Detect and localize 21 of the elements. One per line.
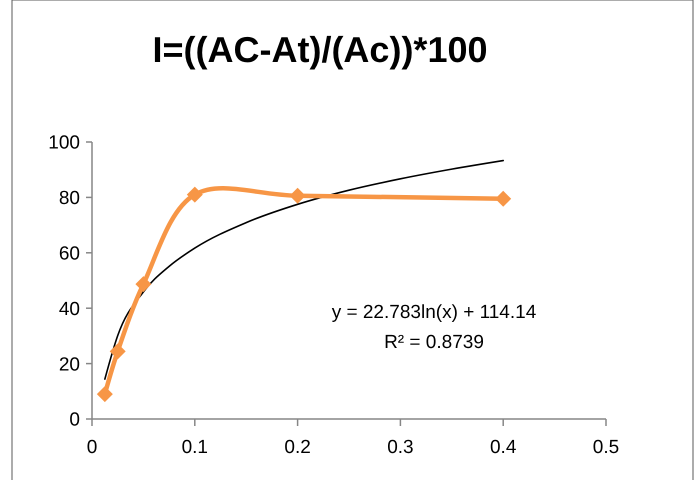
point	[186, 186, 203, 203]
point	[135, 276, 152, 292]
point	[110, 343, 126, 360]
point	[96, 386, 113, 402]
x-tick-label: 0.2	[284, 437, 311, 458]
y-tick-label: 40	[58, 298, 80, 320]
chart-title: I=((AC-At)/(Ac))*100	[152, 29, 488, 70]
y-tick-label: 80	[58, 188, 80, 210]
annotation: R² = 0.8739	[384, 332, 484, 353]
x-tick-label: 0.4	[490, 437, 517, 458]
x-tick-label: 0.5	[592, 437, 620, 458]
y-tick-label: 20	[58, 354, 80, 376]
x-tick-label: 0.1	[182, 437, 208, 458]
point	[495, 190, 512, 207]
point	[290, 188, 306, 204]
x-tick-label: 0.3	[387, 437, 414, 458]
y-tick-label: 60	[58, 243, 80, 264]
annotation: y = 22.783ln(x) + 114.14	[332, 302, 537, 323]
x-tick-label: 0	[86, 437, 98, 458]
y-tick-label: 100	[48, 132, 80, 154]
y-tick-label: 0	[69, 410, 80, 431]
